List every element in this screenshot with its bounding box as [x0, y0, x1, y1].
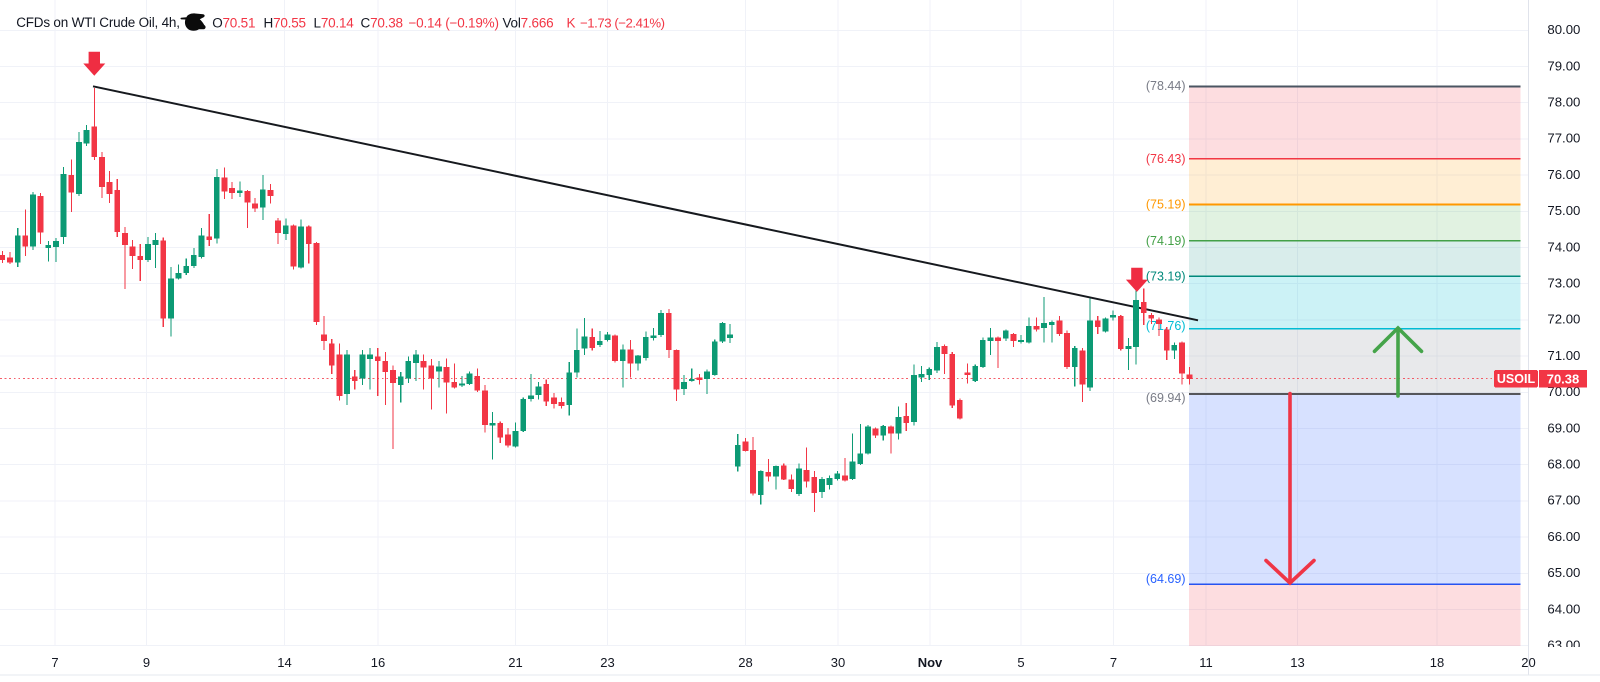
svg-text:USOIL: USOIL	[1497, 372, 1536, 386]
svg-text:65.00: 65.00	[1547, 565, 1580, 580]
svg-text:(69.94): (69.94)	[1146, 391, 1186, 405]
svg-text:23: 23	[600, 655, 614, 670]
svg-text:7: 7	[51, 655, 58, 670]
svg-text:−0.14 (−0.19%): −0.14 (−0.19%)	[409, 15, 499, 30]
svg-text:21: 21	[508, 655, 522, 670]
svg-text:77.00: 77.00	[1547, 131, 1580, 146]
svg-text:72.00: 72.00	[1547, 312, 1580, 327]
svg-text:L70.14: L70.14	[314, 15, 355, 30]
svg-text:64.00: 64.00	[1547, 601, 1580, 616]
svg-text:H70.55: H70.55	[264, 15, 306, 30]
svg-text:30: 30	[831, 655, 845, 670]
svg-text:66.00: 66.00	[1547, 529, 1580, 544]
svg-text:(74.19): (74.19)	[1146, 234, 1186, 248]
svg-text:70.00: 70.00	[1547, 384, 1580, 399]
svg-text:(71.76): (71.76)	[1146, 319, 1186, 333]
svg-text:67.00: 67.00	[1547, 493, 1580, 508]
svg-text:(76.43): (76.43)	[1146, 152, 1186, 166]
svg-text:−1.73 (−2.41%): −1.73 (−2.41%)	[580, 15, 665, 30]
svg-text:20: 20	[1521, 655, 1535, 670]
svg-text:18: 18	[1430, 655, 1444, 670]
svg-text:70.38: 70.38	[1547, 372, 1580, 387]
svg-text:80.00: 80.00	[1547, 22, 1580, 37]
svg-text:71.00: 71.00	[1547, 348, 1580, 363]
svg-text:O70.51: O70.51	[212, 15, 255, 30]
svg-text:Nov: Nov	[918, 655, 943, 670]
svg-text:5: 5	[1017, 655, 1024, 670]
svg-text:16: 16	[371, 655, 385, 670]
svg-text:(73.19): (73.19)	[1146, 270, 1186, 284]
svg-text:7: 7	[1110, 655, 1117, 670]
svg-text:(64.69): (64.69)	[1146, 572, 1186, 586]
svg-text:(78.44): (78.44)	[1146, 79, 1186, 93]
svg-text:11: 11	[1199, 655, 1213, 670]
svg-text:14: 14	[277, 655, 291, 670]
svg-text:69.00: 69.00	[1547, 420, 1580, 435]
svg-text:68.00: 68.00	[1547, 457, 1580, 472]
svg-text:13: 13	[1290, 655, 1304, 670]
svg-text:9: 9	[143, 655, 150, 670]
svg-text:74.00: 74.00	[1547, 239, 1580, 254]
svg-text:76.00: 76.00	[1547, 167, 1580, 182]
svg-text:CFDs on WTI Crude Oil, 4h,: CFDs on WTI Crude Oil, 4h,	[16, 15, 180, 30]
svg-text:78.00: 78.00	[1547, 95, 1580, 110]
svg-text:75.00: 75.00	[1547, 203, 1580, 218]
svg-text:C70.38: C70.38	[361, 15, 403, 30]
svg-text:79.00: 79.00	[1547, 58, 1580, 73]
svg-text:Vol7.666 K: Vol7.666 K	[503, 15, 576, 30]
svg-text:(75.19): (75.19)	[1146, 198, 1186, 212]
svg-text:28: 28	[738, 655, 752, 670]
svg-text:73.00: 73.00	[1547, 276, 1580, 291]
